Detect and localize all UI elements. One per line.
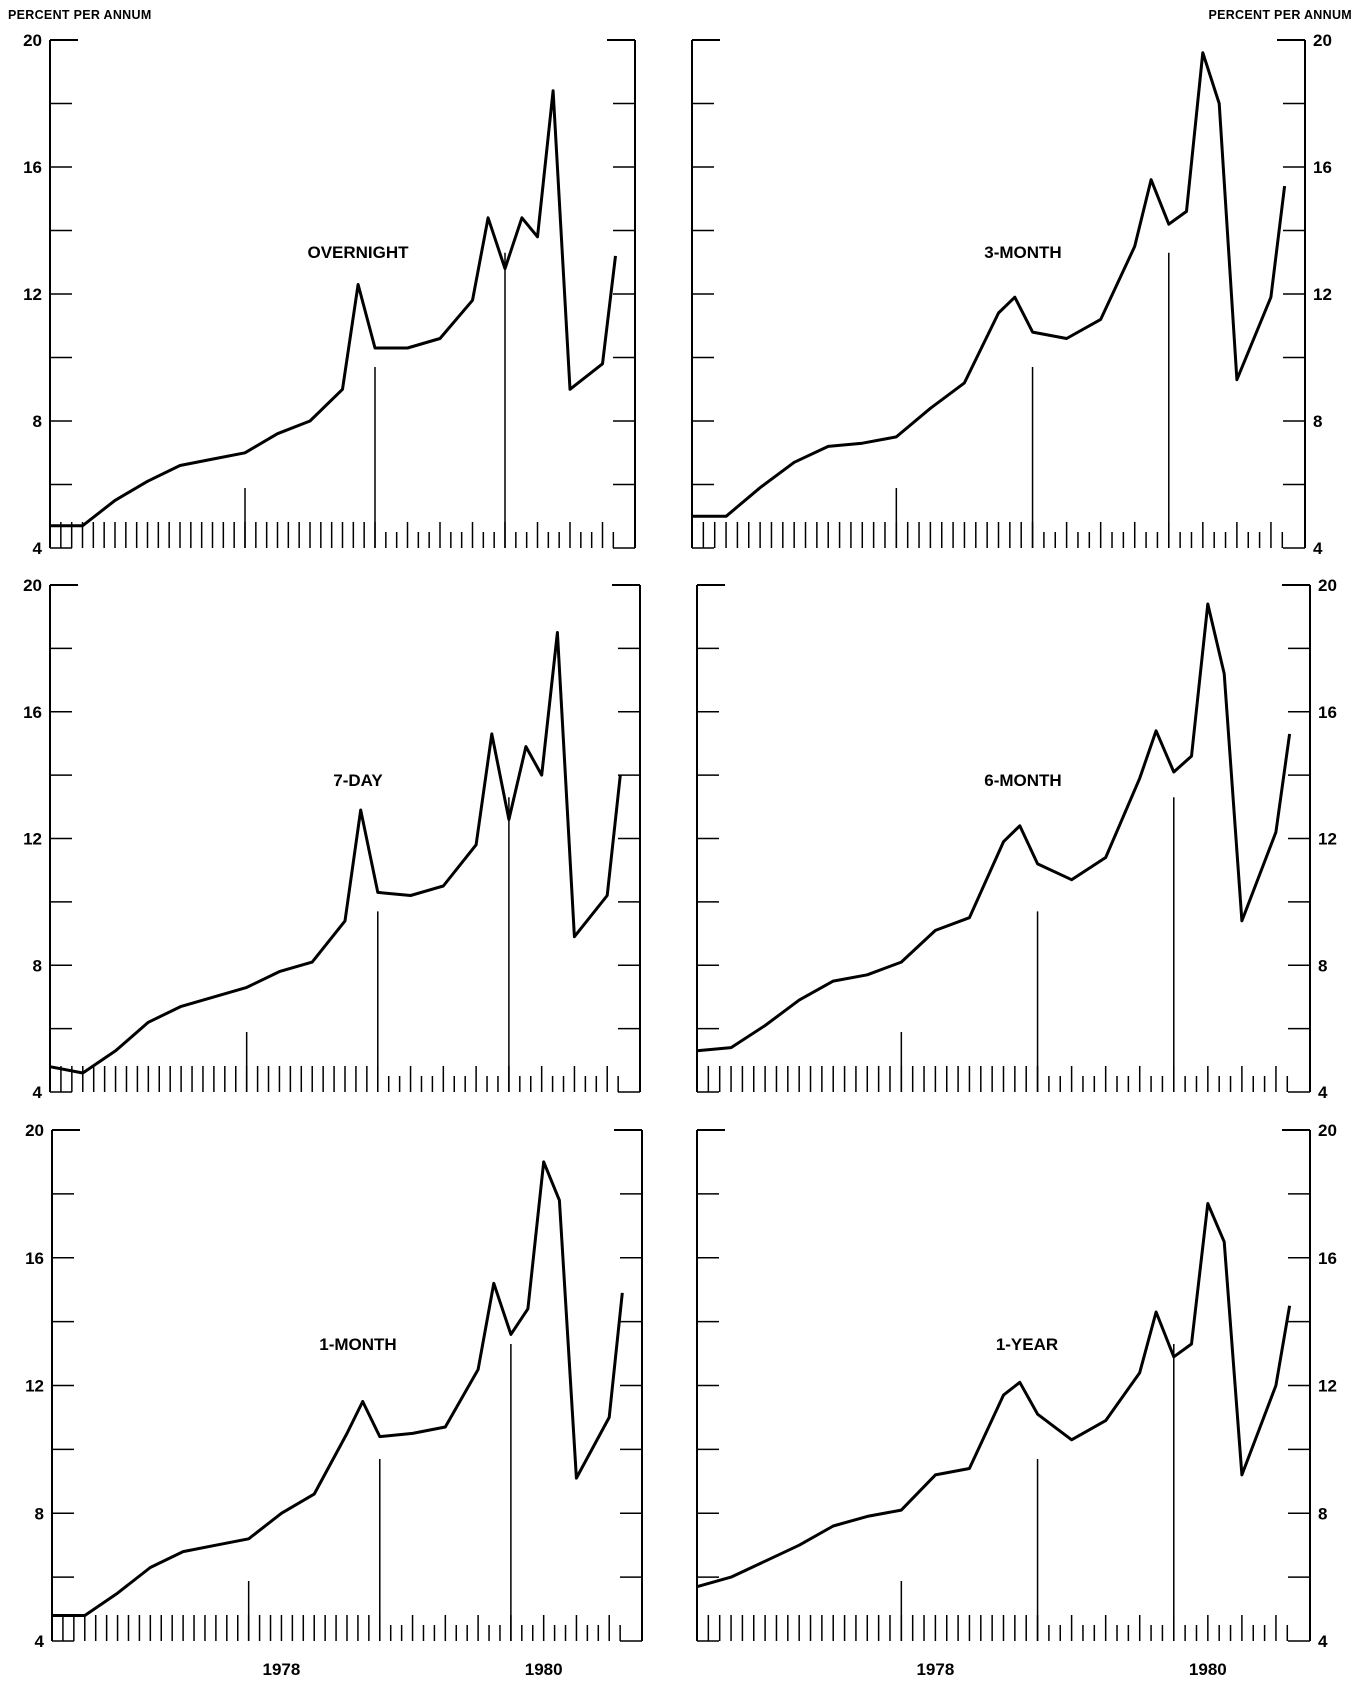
y-tick-label: 8 xyxy=(33,412,42,431)
panel-overnight: 4 8 12 16 20 OVERNIGHT xyxy=(23,31,636,558)
series-line xyxy=(49,631,622,1075)
panel-7-day: 4 8 12 16 20 7-DAY xyxy=(23,576,641,1102)
y-tick-label: 20 xyxy=(1318,576,1337,595)
y-tick-label: 8 xyxy=(33,956,42,975)
y-tick-label: 4 xyxy=(1313,539,1323,558)
y-tick-label: 16 xyxy=(1318,703,1337,722)
panel-1-month: 4 8 12 16 20 1-MONTH 1978 1980 xyxy=(25,1121,643,1679)
x-tick-label: 1980 xyxy=(1189,1660,1227,1679)
panel-title: OVERNIGHT xyxy=(307,243,409,262)
y-tick-label: 20 xyxy=(1318,1121,1337,1140)
panel-1-year: 4 8 12 16 20 1-YEAR 1978 1980 xyxy=(696,1121,1337,1679)
y-tick-label: 20 xyxy=(1313,31,1332,50)
y-tick-label: 4 xyxy=(33,539,43,558)
left-unit-label: PERCENT PER ANNUM xyxy=(8,8,152,22)
x-tick-label: 1978 xyxy=(916,1660,954,1679)
y-tick-label: 16 xyxy=(23,158,42,177)
y-tick-label: 8 xyxy=(1313,412,1322,431)
y-tick-label: 16 xyxy=(1318,1249,1337,1268)
panel-title: 6-MONTH xyxy=(984,771,1061,790)
y-tick-label: 8 xyxy=(1318,956,1327,975)
y-tick-label: 20 xyxy=(23,31,42,50)
y-tick-label: 4 xyxy=(35,1632,45,1651)
series-line xyxy=(696,1202,1292,1589)
y-tick-label: 12 xyxy=(1318,830,1337,849)
x-tick-label: 1980 xyxy=(525,1660,563,1679)
y-tick-label: 4 xyxy=(1318,1632,1328,1651)
y-tick-label: 12 xyxy=(23,830,42,849)
x-tick-label: 1978 xyxy=(263,1660,301,1679)
right-unit-label: PERCENT PER ANNUM xyxy=(1208,8,1352,22)
y-tick-label: 20 xyxy=(23,576,42,595)
y-tick-label: 8 xyxy=(1318,1504,1327,1523)
series-line xyxy=(50,89,617,528)
series-line xyxy=(692,51,1287,518)
series-line xyxy=(696,602,1292,1053)
panel-title: 1-YEAR xyxy=(996,1335,1058,1354)
y-tick-label: 16 xyxy=(1313,158,1332,177)
panel-6-month: 4 8 12 16 20 6-MONTH xyxy=(696,576,1337,1102)
y-tick-label: 4 xyxy=(1318,1083,1328,1102)
series-line xyxy=(52,1160,624,1617)
y-tick-label: 16 xyxy=(23,703,42,722)
panel-title: 1-MONTH xyxy=(319,1335,396,1354)
y-tick-label: 12 xyxy=(25,1377,44,1396)
y-tick-label: 12 xyxy=(1313,285,1332,304)
y-tick-label: 12 xyxy=(1318,1377,1337,1396)
y-tick-label: 16 xyxy=(25,1249,44,1268)
panel-3-month: 4 8 12 16 20 3-MONTH xyxy=(691,31,1332,558)
y-tick-label: 4 xyxy=(33,1083,43,1102)
panel-title: 7-DAY xyxy=(333,771,383,790)
y-tick-label: 12 xyxy=(23,285,42,304)
y-tick-label: 20 xyxy=(25,1121,44,1140)
y-tick-label: 8 xyxy=(35,1504,44,1523)
panel-title: 3-MONTH xyxy=(984,243,1061,262)
